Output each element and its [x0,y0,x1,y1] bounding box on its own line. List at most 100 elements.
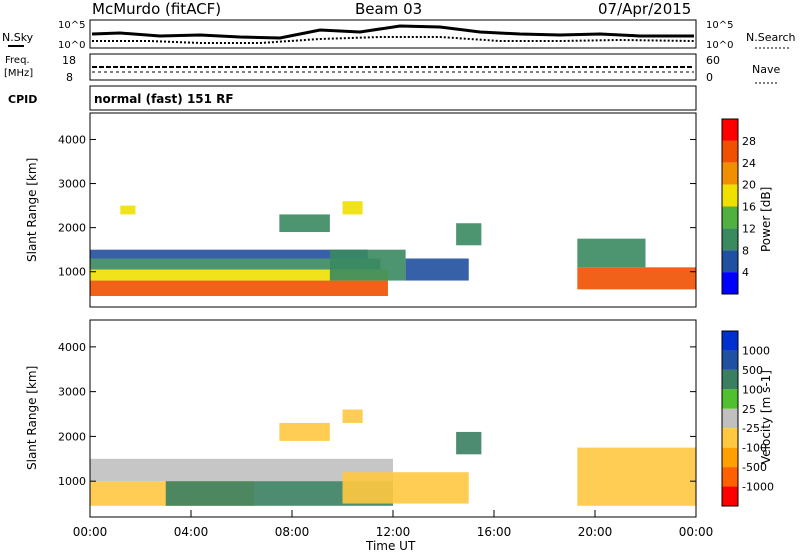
heatmap-cell-10 [577,267,696,290]
heatmap-cell-6 [279,422,330,441]
heatmap-cell-6 [120,205,136,215]
velocity-y-label: Slant Range [km] [25,366,39,470]
heatmap-cell-7 [456,431,482,455]
noise-panel [89,19,697,49]
heatmap-cell-3 [90,249,368,259]
y-tick-label-4000: 4000 [58,341,86,354]
nave-label: Nave [752,63,780,76]
colorbar-tick-label-7: -1000 [742,481,774,494]
colorbar-tick-label-1: 8 [742,244,749,257]
colorbar-swatch-5 [722,228,738,251]
velocity-colorbar: 1000 500 100 25 -25 -100 -500 -1000 [721,330,774,507]
colorbar-swatch-0 [722,331,738,351]
beam-title: Beam 03 [355,0,422,18]
colorbar-swatch-2 [722,369,738,390]
colorbar-tick-label-3: 16 [742,201,756,214]
cpid-label: CPID [8,93,37,106]
colorbar-frame [721,330,739,507]
colorbar-tick-label-0: 4 [742,266,749,279]
y-tick-label-3000: 3000 [58,386,86,399]
colorbar-swatch-3 [722,389,738,409]
heatmap-cell-7 [279,214,330,233]
power-panel-frame [89,112,697,308]
heatmap-cell-8 [342,201,363,215]
noise-tick-top-right: 10^5 [706,20,733,31]
colorbar-tick-label-2: 12 [742,222,756,235]
x-tick-label-1: 04:00 [174,525,209,539]
heatmap-cell-2 [90,258,381,270]
colorbar-swatch-6 [722,447,738,468]
heatmap-cell-0 [90,280,388,296]
colorbar-swatch-2 [722,162,738,185]
freq-tick-bottom: 8 [66,71,73,84]
heatmap-cell-4 [329,249,406,281]
colorbar-swatch-5 [722,428,738,448]
power-colorbar: 4 8 12 16 20 24 28 [721,118,756,295]
date-title: 07/Apr/2015 [598,0,691,18]
power-panel [90,201,696,296]
colorbar-swatch-0 [722,119,738,141]
heatmap-cell-5 [405,258,469,281]
x-tick-label-4: 16:00 [477,525,512,539]
heatmap-cell-5 [342,409,363,423]
heatmap-cell-1 [90,269,388,281]
freq-label-1: Freq. [5,55,30,66]
time-axis: 00:00 04:00 08:00 12:00 16:00 20:00 00:00 [73,510,714,539]
colorbar-tick-label-2: 100 [742,383,763,396]
colorbar-swatch-1 [722,140,738,163]
x-tick-label-3: 12:00 [376,525,411,539]
velocity-y-axis: 1000 2000 3000 4000 [58,341,696,488]
colorbar-tick-label-6: 28 [742,135,756,148]
heatmap-cell-11 [577,238,646,268]
velocity-colorbar-label: Velocity [m s-1] [759,370,773,464]
noise-label-left: N.Sky [2,31,34,44]
power-colorbar-label: Power [dB] [759,187,773,252]
y-tick-label-2000: 2000 [58,430,86,443]
colorbar-swatch-1 [722,350,738,370]
heatmap-cell-1 [90,458,393,482]
colorbar-tick-label-5: 24 [742,157,756,170]
colorbar-tick-label-0: 1000 [742,344,770,357]
y-tick-label-1000: 1000 [58,266,86,279]
y-tick-label-1000: 1000 [58,475,86,488]
freq-label-2: [MHz] [4,68,33,79]
heatmap-cell-3 [342,472,469,504]
colorbar-swatch-4 [722,408,738,429]
colorbar-tick-label-3: 25 [742,403,756,416]
nave-tick-top: 60 [706,54,720,67]
colorbar-frame [721,118,739,295]
velocity-panel [90,409,696,506]
colorbar-swatch-4 [722,206,738,229]
power-y-label: Slant Range [km] [25,158,39,262]
power-y-axis: 1000 2000 3000 4000 [58,133,696,279]
x-tick-label-5: 20:00 [578,525,613,539]
y-tick-label-4000: 4000 [58,133,86,146]
cpid-box [89,85,697,111]
cpid-value: normal (fast) 151 RF [94,92,234,106]
colorbar-swatch-7 [722,467,738,487]
x-axis-title: Time UT [365,539,416,553]
colorbar-swatch-7 [722,272,738,294]
y-tick-label-3000: 3000 [58,178,86,191]
heatmap-cell-9 [456,223,482,246]
colorbar-swatch-6 [722,250,738,273]
x-tick-label-0: 00:00 [73,525,108,539]
station-title: McMurdo (fitACF) [92,0,221,18]
colorbar-tick-label-4: 20 [742,179,756,192]
x-tick-label-6: 00:00 [679,525,714,539]
freq-tick-top: 18 [62,54,76,67]
noise-search-trace [92,36,695,44]
colorbar-tick-label-5: -100 [742,442,767,455]
colorbar-swatch-8 [722,486,738,506]
y-tick-label-2000: 2000 [58,222,86,235]
frequency-panel [89,53,697,81]
noise-sky-trace [91,24,694,40]
heatmap-cell-4 [577,447,696,506]
colorbar-swatch-3 [722,184,738,207]
noise-tick-top-left: 10^5 [58,20,85,31]
colorbar-tick-label-1: 500 [742,364,763,377]
colorbar-tick-label-4: -25 [742,422,760,435]
colorbar-tick-label-6: -500 [742,461,767,474]
noise-tick-bottom-left: 10^0 [58,40,85,51]
